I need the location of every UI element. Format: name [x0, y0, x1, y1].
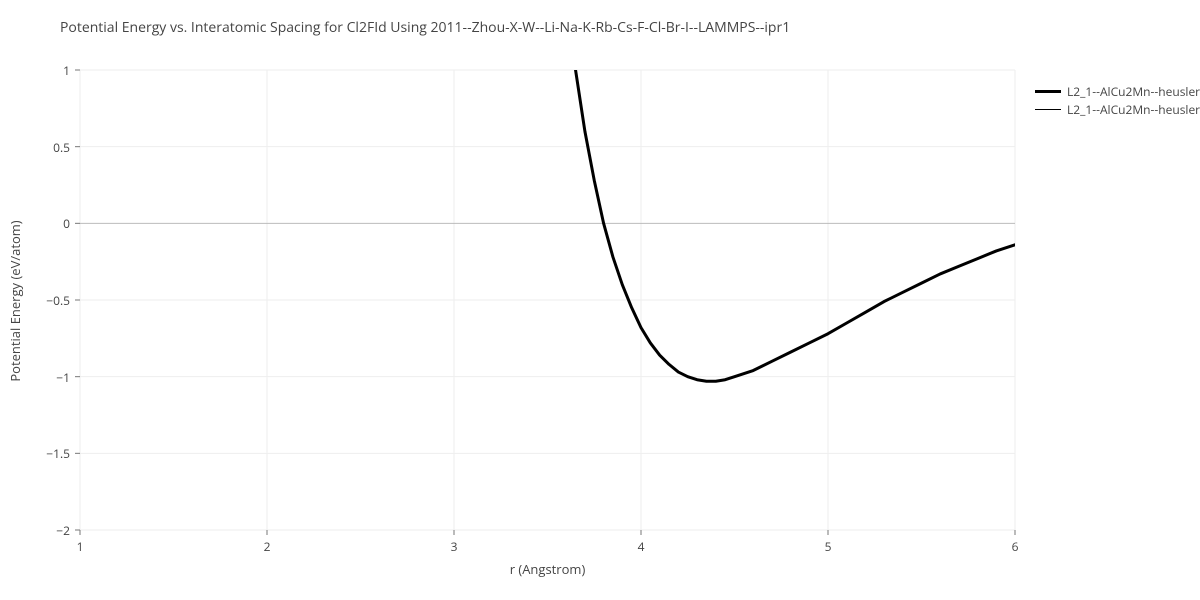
y-tick-label: −1.5 [20, 445, 70, 462]
legend-swatch [1035, 90, 1061, 93]
chart-svg [0, 0, 1200, 600]
chart-title: Potential Energy vs. Interatomic Spacing… [60, 18, 790, 37]
series-line [566, 0, 1015, 381]
x-tick-label: 3 [439, 538, 469, 555]
y-tick-label: −0.5 [20, 292, 70, 309]
y-tick-label: 0 [20, 215, 70, 232]
legend: L2_1--AlCu2Mn--heuslerL2_1--AlCu2Mn--heu… [1035, 82, 1200, 118]
x-tick-label: 2 [252, 538, 282, 555]
x-tick-label: 4 [626, 538, 656, 555]
y-tick-label: −1 [20, 369, 70, 386]
legend-item[interactable]: L2_1--AlCu2Mn--heusler [1035, 100, 1200, 118]
legend-label: L2_1--AlCu2Mn--heusler [1067, 83, 1200, 100]
x-tick-label: 6 [1000, 538, 1030, 555]
x-tick-label: 5 [813, 538, 843, 555]
legend-swatch [1035, 109, 1061, 110]
x-tick-label: 1 [65, 538, 95, 555]
x-axis-label: r (Angstrom) [488, 560, 608, 578]
legend-label: L2_1--AlCu2Mn--heusler [1067, 101, 1200, 118]
y-tick-label: 1 [20, 62, 70, 79]
chart-container: { "chart": { "type": "line", "title": "P… [0, 0, 1200, 600]
legend-item[interactable]: L2_1--AlCu2Mn--heusler [1035, 82, 1200, 100]
y-tick-label: −2 [20, 522, 70, 539]
y-tick-label: 0.5 [20, 139, 70, 156]
